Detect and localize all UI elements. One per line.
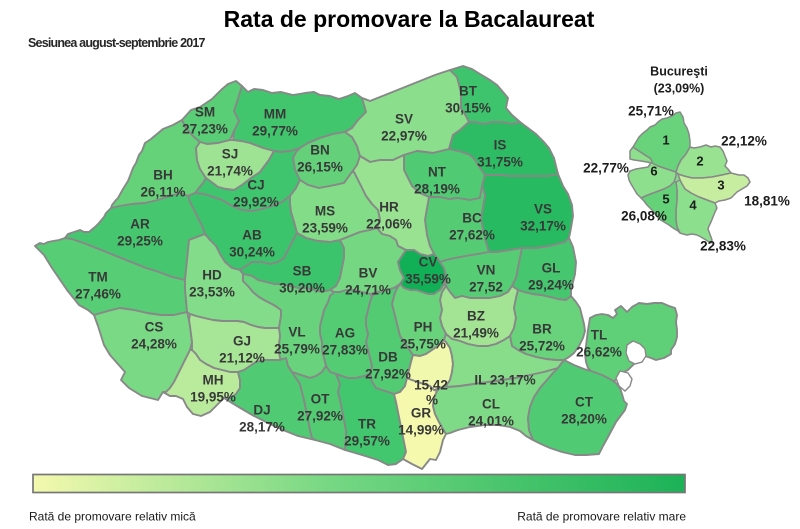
- svg-text:35,59%: 35,59%: [405, 272, 451, 287]
- svg-text:26,15%: 26,15%: [297, 160, 343, 175]
- svg-text:CL: CL: [482, 397, 500, 412]
- svg-text:29,24%: 29,24%: [528, 278, 574, 293]
- svg-text:18,81%: 18,81%: [744, 194, 790, 209]
- svg-text:CT: CT: [575, 395, 594, 410]
- svg-text:31,75%: 31,75%: [477, 155, 523, 170]
- svg-text:4: 4: [689, 198, 697, 213]
- svg-text:22,77%: 22,77%: [583, 161, 629, 176]
- svg-text:26,62%: 26,62%: [576, 345, 622, 360]
- svg-text:1: 1: [662, 133, 669, 148]
- svg-text:25,72%: 25,72%: [519, 339, 565, 354]
- svg-text:MS: MS: [315, 204, 335, 219]
- svg-text:2: 2: [696, 154, 703, 169]
- svg-text:BC: BC: [462, 211, 482, 226]
- svg-text:30,15%: 30,15%: [445, 101, 491, 116]
- svg-text:22,12%: 22,12%: [721, 134, 767, 149]
- svg-text:23,59%: 23,59%: [302, 221, 348, 236]
- svg-text:21,12%: 21,12%: [219, 351, 265, 366]
- svg-text:VS: VS: [534, 202, 552, 217]
- svg-text:32,17%: 32,17%: [520, 219, 566, 234]
- svg-text:3: 3: [717, 178, 724, 193]
- svg-text:25,75%: 25,75%: [400, 337, 446, 352]
- svg-text:CJ: CJ: [247, 178, 264, 193]
- svg-text:30,20%: 30,20%: [279, 281, 325, 296]
- svg-text:OT: OT: [311, 392, 331, 407]
- svg-text:GR: GR: [411, 406, 432, 421]
- svg-text:28,17%: 28,17%: [239, 420, 285, 435]
- svg-text:22,83%: 22,83%: [700, 239, 746, 254]
- svg-text:MM: MM: [264, 107, 287, 122]
- svg-text:25,71%: 25,71%: [628, 104, 674, 119]
- svg-text:6: 6: [650, 164, 657, 179]
- svg-text:DB: DB: [378, 350, 398, 365]
- svg-text:27,46%: 27,46%: [75, 287, 121, 302]
- svg-text:28,20%: 28,20%: [561, 412, 607, 427]
- svg-text:28,19%: 28,19%: [414, 182, 460, 197]
- svg-text:15,42: 15,42: [414, 378, 448, 393]
- svg-text:TM: TM: [88, 270, 108, 285]
- svg-text:29,25%: 29,25%: [117, 234, 163, 249]
- svg-text:IL 23,17%: IL 23,17%: [474, 373, 535, 388]
- svg-text:VL: VL: [288, 325, 305, 340]
- svg-text:25,79%: 25,79%: [274, 342, 320, 357]
- svg-text:CS: CS: [145, 320, 164, 335]
- svg-text:23,53%: 23,53%: [189, 285, 235, 300]
- svg-text:24,01%: 24,01%: [468, 414, 514, 429]
- svg-text:PH: PH: [414, 320, 433, 335]
- svg-text:21,49%: 21,49%: [453, 326, 499, 341]
- svg-text:DJ: DJ: [253, 403, 270, 418]
- svg-text:SM: SM: [195, 105, 215, 120]
- svg-text:27,23%: 27,23%: [182, 122, 228, 137]
- svg-text:5: 5: [662, 192, 669, 207]
- svg-text:24,71%: 24,71%: [345, 283, 391, 298]
- svg-text:29,92%: 29,92%: [233, 195, 279, 210]
- svg-text:AB: AB: [242, 228, 262, 243]
- svg-text:TL: TL: [591, 328, 608, 343]
- svg-text:27,83%: 27,83%: [322, 343, 368, 358]
- svg-text:26,08%: 26,08%: [621, 209, 667, 224]
- svg-text:VN: VN: [477, 263, 496, 278]
- svg-text:29,57%: 29,57%: [344, 434, 390, 449]
- svg-text:27,92%: 27,92%: [365, 367, 411, 382]
- svg-text:22,06%: 22,06%: [366, 217, 412, 232]
- svg-text:MH: MH: [203, 373, 224, 388]
- svg-text:AR: AR: [130, 217, 150, 232]
- svg-text:(23,09%): (23,09%): [654, 82, 705, 96]
- svg-text:IS: IS: [494, 138, 507, 153]
- svg-text:27,92%: 27,92%: [297, 409, 343, 424]
- svg-text:BV: BV: [359, 266, 378, 281]
- svg-text:19,95%: 19,95%: [190, 390, 236, 405]
- svg-text:30,24%: 30,24%: [229, 245, 275, 260]
- svg-text:27,52: 27,52: [469, 280, 503, 295]
- svg-text:27,62%: 27,62%: [449, 228, 495, 243]
- svg-text:GJ: GJ: [233, 334, 251, 349]
- svg-text:24,28%: 24,28%: [131, 337, 177, 352]
- svg-text:SV: SV: [395, 112, 413, 127]
- svg-text:26,11%: 26,11%: [140, 185, 185, 200]
- svg-text:SJ: SJ: [222, 147, 239, 162]
- svg-text:GL: GL: [542, 261, 561, 276]
- svg-text:NT: NT: [428, 165, 447, 180]
- svg-text:BR: BR: [532, 322, 552, 337]
- svg-text:CV: CV: [419, 255, 438, 270]
- svg-text:BH: BH: [153, 168, 173, 183]
- svg-text:Rată de promovare relativ mare: Rată de promovare relativ mare: [517, 510, 686, 524]
- svg-text:Rată de promovare relativ mică: Rată de promovare relativ mică: [29, 510, 196, 524]
- svg-text:HD: HD: [202, 268, 222, 283]
- svg-text:BZ: BZ: [467, 309, 485, 324]
- svg-text:TR: TR: [358, 417, 376, 432]
- svg-text:29,77%: 29,77%: [252, 124, 298, 139]
- svg-text:BN: BN: [310, 143, 330, 158]
- svg-text:SB: SB: [293, 264, 312, 279]
- svg-text:AG: AG: [335, 326, 355, 341]
- svg-text:22,97%: 22,97%: [381, 129, 427, 144]
- svg-text:Bucureşti: Bucureşti: [650, 65, 708, 79]
- svg-text:14,99%: 14,99%: [398, 423, 444, 438]
- svg-text:%: %: [426, 393, 438, 408]
- svg-text:HR: HR: [379, 200, 399, 215]
- svg-text:21,74%: 21,74%: [207, 164, 253, 179]
- svg-text:BT: BT: [459, 84, 478, 99]
